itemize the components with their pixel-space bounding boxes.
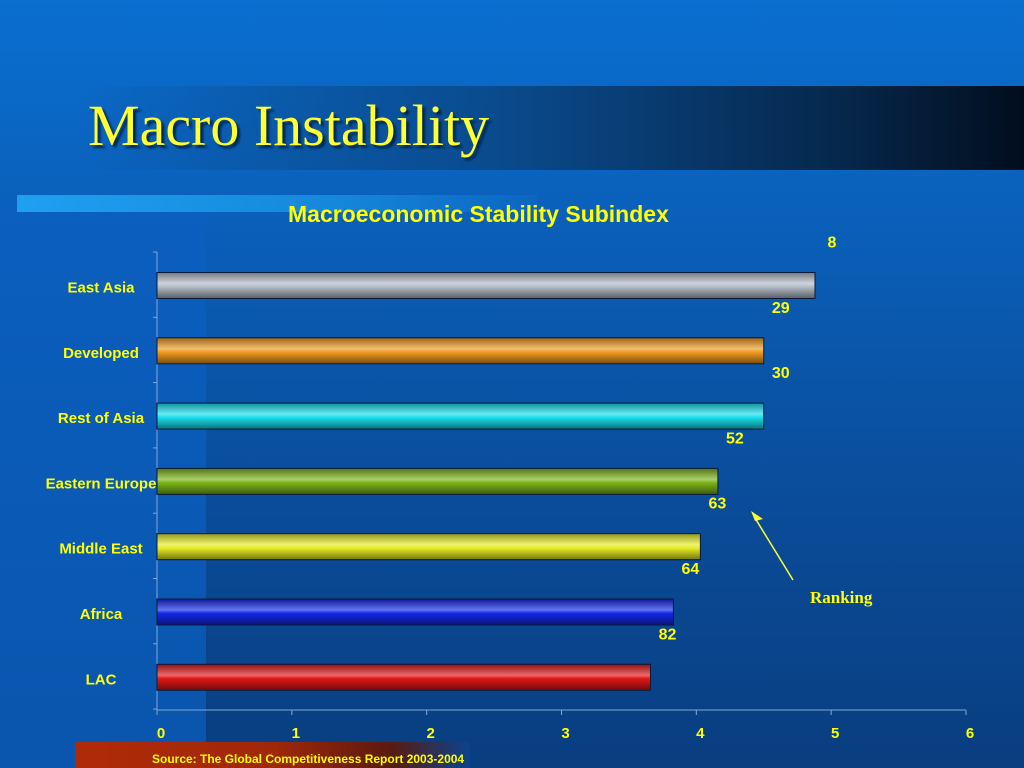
title-band: [80, 86, 1024, 170]
annotation-arrowhead: [751, 511, 763, 521]
x-tick-label: 6: [966, 725, 974, 742]
bar: [156, 337, 765, 365]
bar: [156, 533, 701, 561]
ranking-label: 64: [682, 561, 700, 578]
bar: [156, 663, 651, 691]
slide-title: Macro Instability: [88, 93, 490, 158]
ranking-label: 30: [772, 365, 790, 382]
chart-title: Macroeconomic Stability Subindex: [288, 201, 669, 227]
ranking-annotation: Ranking: [810, 588, 873, 607]
ranking-label: 82: [659, 626, 677, 643]
category-label: Eastern Europe: [46, 475, 157, 492]
x-tick-label: 5: [831, 725, 839, 742]
bar: [156, 467, 719, 495]
x-tick-label: 1: [292, 725, 300, 742]
ranking-label: 29: [772, 300, 790, 317]
x-tick-label: 4: [696, 725, 705, 742]
x-tick-label: 3: [561, 725, 569, 742]
bar: [156, 272, 816, 299]
category-label: Rest of Asia: [58, 410, 145, 427]
category-label: East Asia: [68, 280, 136, 297]
category-label: Developed: [63, 345, 139, 362]
bar: [156, 402, 765, 430]
category-label: Middle East: [59, 541, 142, 558]
source-bar: [75, 742, 470, 768]
annotation-arrow: [754, 517, 794, 581]
ranking-label: 63: [708, 496, 726, 513]
category-label: LAC: [86, 671, 117, 688]
source-text: Source: The Global Competitiveness Repor…: [152, 752, 465, 766]
bar: [156, 598, 674, 626]
accent-bar: [17, 195, 537, 212]
ranking-label: 8: [828, 235, 837, 252]
x-tick-label: 2: [426, 725, 434, 742]
ranking-label: 52: [726, 430, 744, 447]
category-label: Africa: [80, 606, 123, 623]
x-tick-label: 0: [157, 725, 165, 742]
